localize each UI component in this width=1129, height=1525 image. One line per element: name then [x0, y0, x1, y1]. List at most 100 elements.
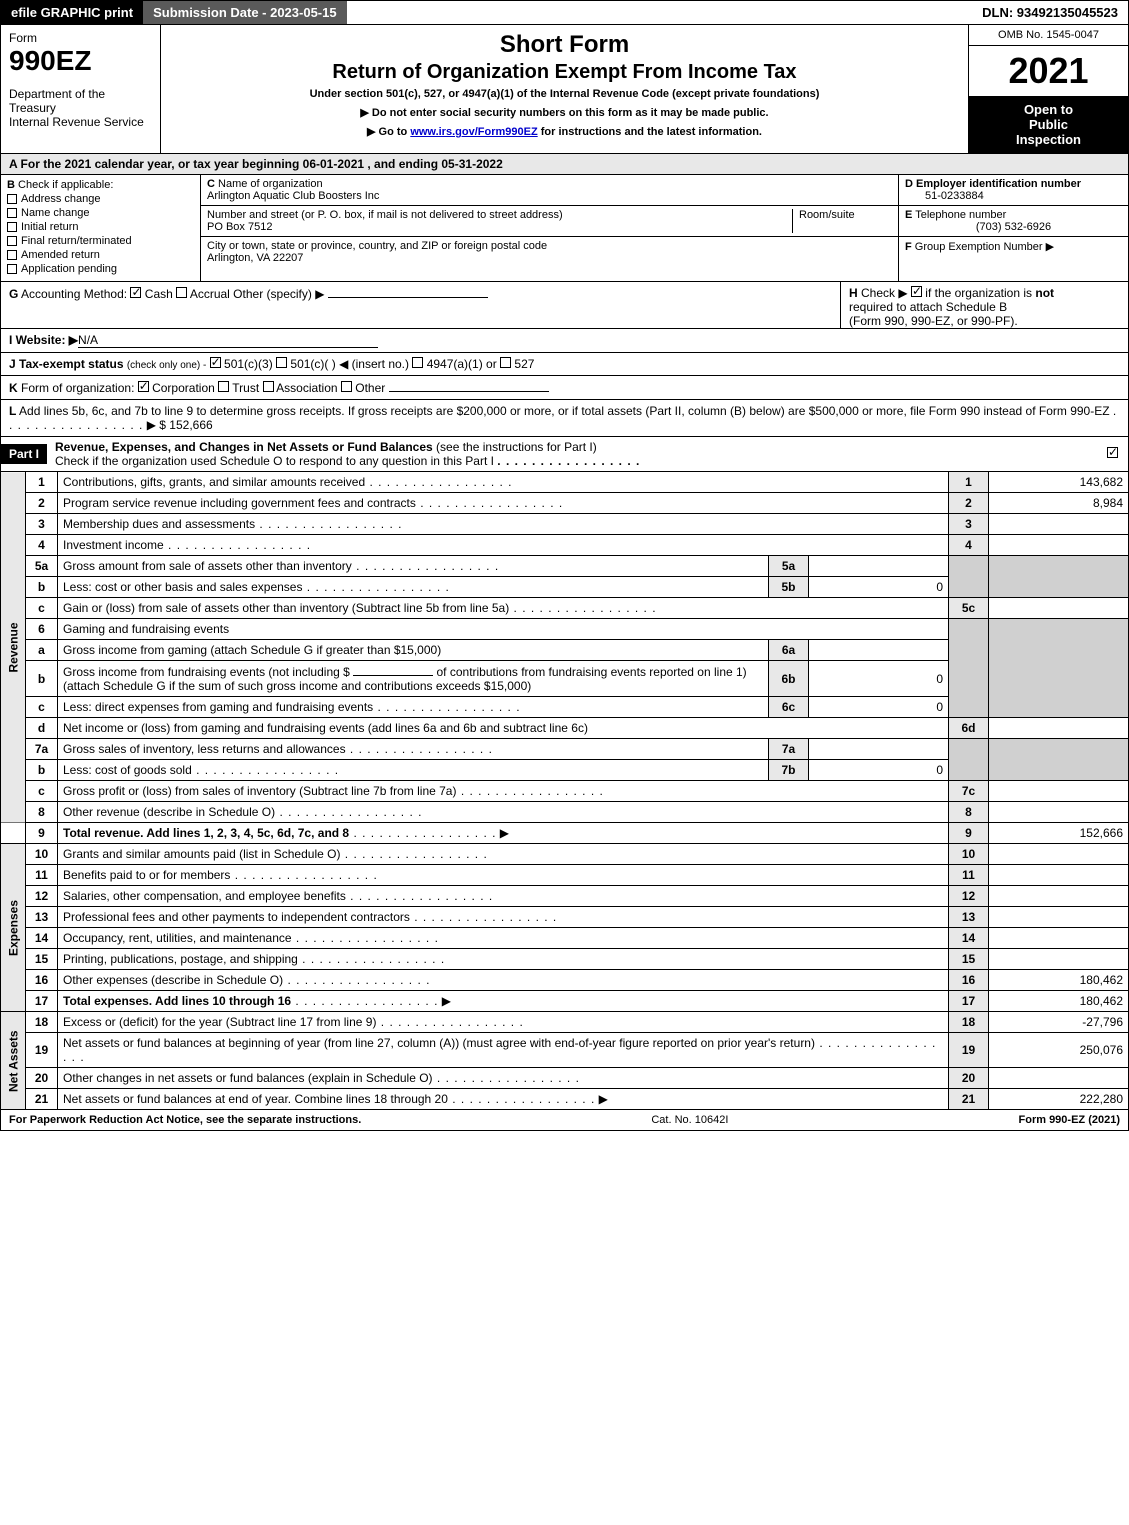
l5c-rnum: 5c — [949, 598, 989, 619]
group-lbl: Group Exemption Number — [915, 241, 1043, 253]
l10-val — [989, 844, 1129, 865]
l18-rnum: 18 — [949, 1012, 989, 1033]
l14-num: 14 — [26, 928, 58, 949]
header-center: Short Form Return of Organization Exempt… — [161, 25, 968, 153]
lbl-amended-return: Amended return — [21, 249, 100, 261]
l6c-desc: Less: direct expenses from gaming and fu… — [63, 700, 373, 714]
l6d-num: d — [26, 718, 58, 739]
l5b-subval: 0 — [809, 577, 949, 598]
dots-icon — [255, 517, 402, 531]
form-header: Form 990EZ Department of the Treasury In… — [0, 25, 1129, 154]
street-value: PO Box 7512 — [207, 221, 272, 233]
l21-rnum: 21 — [949, 1089, 989, 1110]
title-short-form: Short Form — [171, 31, 958, 59]
header-right: OMB No. 1545-0047 2021 Open to Public In… — [968, 25, 1128, 153]
ein-value: 51-0233884 — [925, 190, 984, 202]
checkbox-527[interactable] — [500, 357, 511, 368]
checkbox-application-pending[interactable] — [7, 264, 17, 274]
checkbox-address-change[interactable] — [7, 194, 17, 204]
org-name: Arlington Aquatic Club Boosters Inc — [207, 190, 379, 202]
checkbox-final-return[interactable] — [7, 236, 17, 246]
l7b-desc: Less: cost of goods sold — [63, 763, 192, 777]
l3-num: 3 — [26, 514, 58, 535]
d-label: D — [905, 178, 913, 190]
checkbox-amended-return[interactable] — [7, 250, 17, 260]
checkbox-other-org[interactable] — [341, 381, 352, 392]
lbl-other-specify: Other (specify) ▶ — [233, 287, 324, 301]
lbl-4947: 4947(a)(1) or — [427, 357, 497, 371]
title-return: Return of Organization Exempt From Incom… — [171, 61, 958, 84]
l5c-val — [989, 598, 1129, 619]
checkbox-schedule-o[interactable] — [1107, 447, 1118, 458]
part1-header-row: Part I Revenue, Expenses, and Changes in… — [0, 437, 1129, 472]
lbl-initial-return: Initial return — [21, 221, 78, 233]
g-text: Accounting Method: — [21, 287, 127, 301]
l6c-subnum: 6c — [769, 697, 809, 718]
other-specify-input[interactable] — [328, 286, 488, 298]
lbl-insert: ◀ (insert no.) — [339, 357, 409, 371]
dots-icon — [230, 868, 377, 882]
l8-num: 8 — [26, 802, 58, 823]
l3-desc: Membership dues and assessments — [63, 517, 255, 531]
checkbox-initial-return[interactable] — [7, 222, 17, 232]
h-text4: (Form 990, 990-EZ, or 990-PF). — [849, 314, 1018, 328]
l11-desc: Benefits paid to or for members — [63, 868, 230, 882]
l6-desc: Gaming and fundraising events — [63, 622, 229, 636]
lbl-association: Association — [276, 381, 337, 395]
l6c-num: c — [26, 697, 58, 718]
lbl-501c3: 501(c)(3) — [224, 357, 273, 371]
checkbox-corporation[interactable] — [138, 381, 149, 392]
lbl-final-return: Final return/terminated — [21, 235, 132, 247]
dots-icon — [448, 1092, 595, 1106]
irs-link[interactable]: www.irs.gov/Form990EZ — [410, 126, 537, 138]
l18-desc: Excess or (deficit) for the year (Subtra… — [63, 1015, 376, 1029]
room-lbl: Room/suite — [799, 209, 855, 221]
checkbox-4947[interactable] — [412, 357, 423, 368]
l18-num: 18 — [26, 1012, 58, 1033]
l12-num: 12 — [26, 886, 58, 907]
section-i: I Website: ▶N/A — [0, 329, 1129, 353]
open-line2: Public — [973, 117, 1124, 132]
shade-7v — [989, 739, 1129, 781]
dots-icon — [373, 700, 520, 714]
l19-num: 19 — [26, 1033, 58, 1068]
checkbox-cash[interactable] — [130, 287, 141, 298]
checkbox-name-change[interactable] — [7, 208, 17, 218]
h-text2: if the organization is — [925, 286, 1032, 300]
l7a-subval — [809, 739, 949, 760]
l5b-num: b — [26, 577, 58, 598]
l15-val — [989, 949, 1129, 970]
l1-rnum: 1 — [949, 472, 989, 493]
j-label: J Tax-exempt status — [9, 357, 124, 371]
checkbox-trust[interactable] — [218, 381, 229, 392]
h-not: not — [1035, 286, 1054, 300]
l21-desc: Net assets or fund balances at end of ye… — [63, 1092, 448, 1106]
l6b-blank[interactable] — [353, 664, 433, 676]
l11-rnum: 11 — [949, 865, 989, 886]
l20-desc: Other changes in net assets or fund bala… — [63, 1071, 433, 1085]
form-word: Form — [9, 31, 152, 45]
efile-print-button[interactable]: efile GRAPHIC print — [1, 1, 143, 24]
footer: For Paperwork Reduction Act Notice, see … — [0, 1110, 1129, 1131]
blank-side — [1, 823, 26, 844]
l5b-desc: Less: cost or other basis and sales expe… — [63, 580, 302, 594]
lbl-corporation: Corporation — [152, 381, 215, 395]
dots-icon — [283, 973, 430, 987]
checkbox-501c3[interactable] — [210, 357, 221, 368]
l7c-desc: Gross profit or (loss) from sales of inv… — [63, 784, 456, 798]
lines-table: Revenue 1 Contributions, gifts, grants, … — [0, 472, 1129, 1110]
checkbox-accrual[interactable] — [176, 287, 187, 298]
checkbox-association[interactable] — [263, 381, 274, 392]
checkbox-501c[interactable] — [276, 357, 287, 368]
l16-desc: Other expenses (describe in Schedule O) — [63, 973, 283, 987]
l6a-subnum: 6a — [769, 640, 809, 661]
l8-desc: Other revenue (describe in Schedule O) — [63, 805, 275, 819]
other-org-input[interactable] — [389, 380, 549, 392]
l17-desc: Total expenses. Add lines 10 through 16 — [63, 994, 291, 1008]
l5a-subval — [809, 556, 949, 577]
l-text: Add lines 5b, 6c, and 7b to line 9 to de… — [19, 404, 1110, 418]
open-line3: Inspection — [973, 132, 1124, 147]
checkbox-h[interactable] — [911, 286, 922, 297]
l20-num: 20 — [26, 1068, 58, 1089]
l15-rnum: 15 — [949, 949, 989, 970]
